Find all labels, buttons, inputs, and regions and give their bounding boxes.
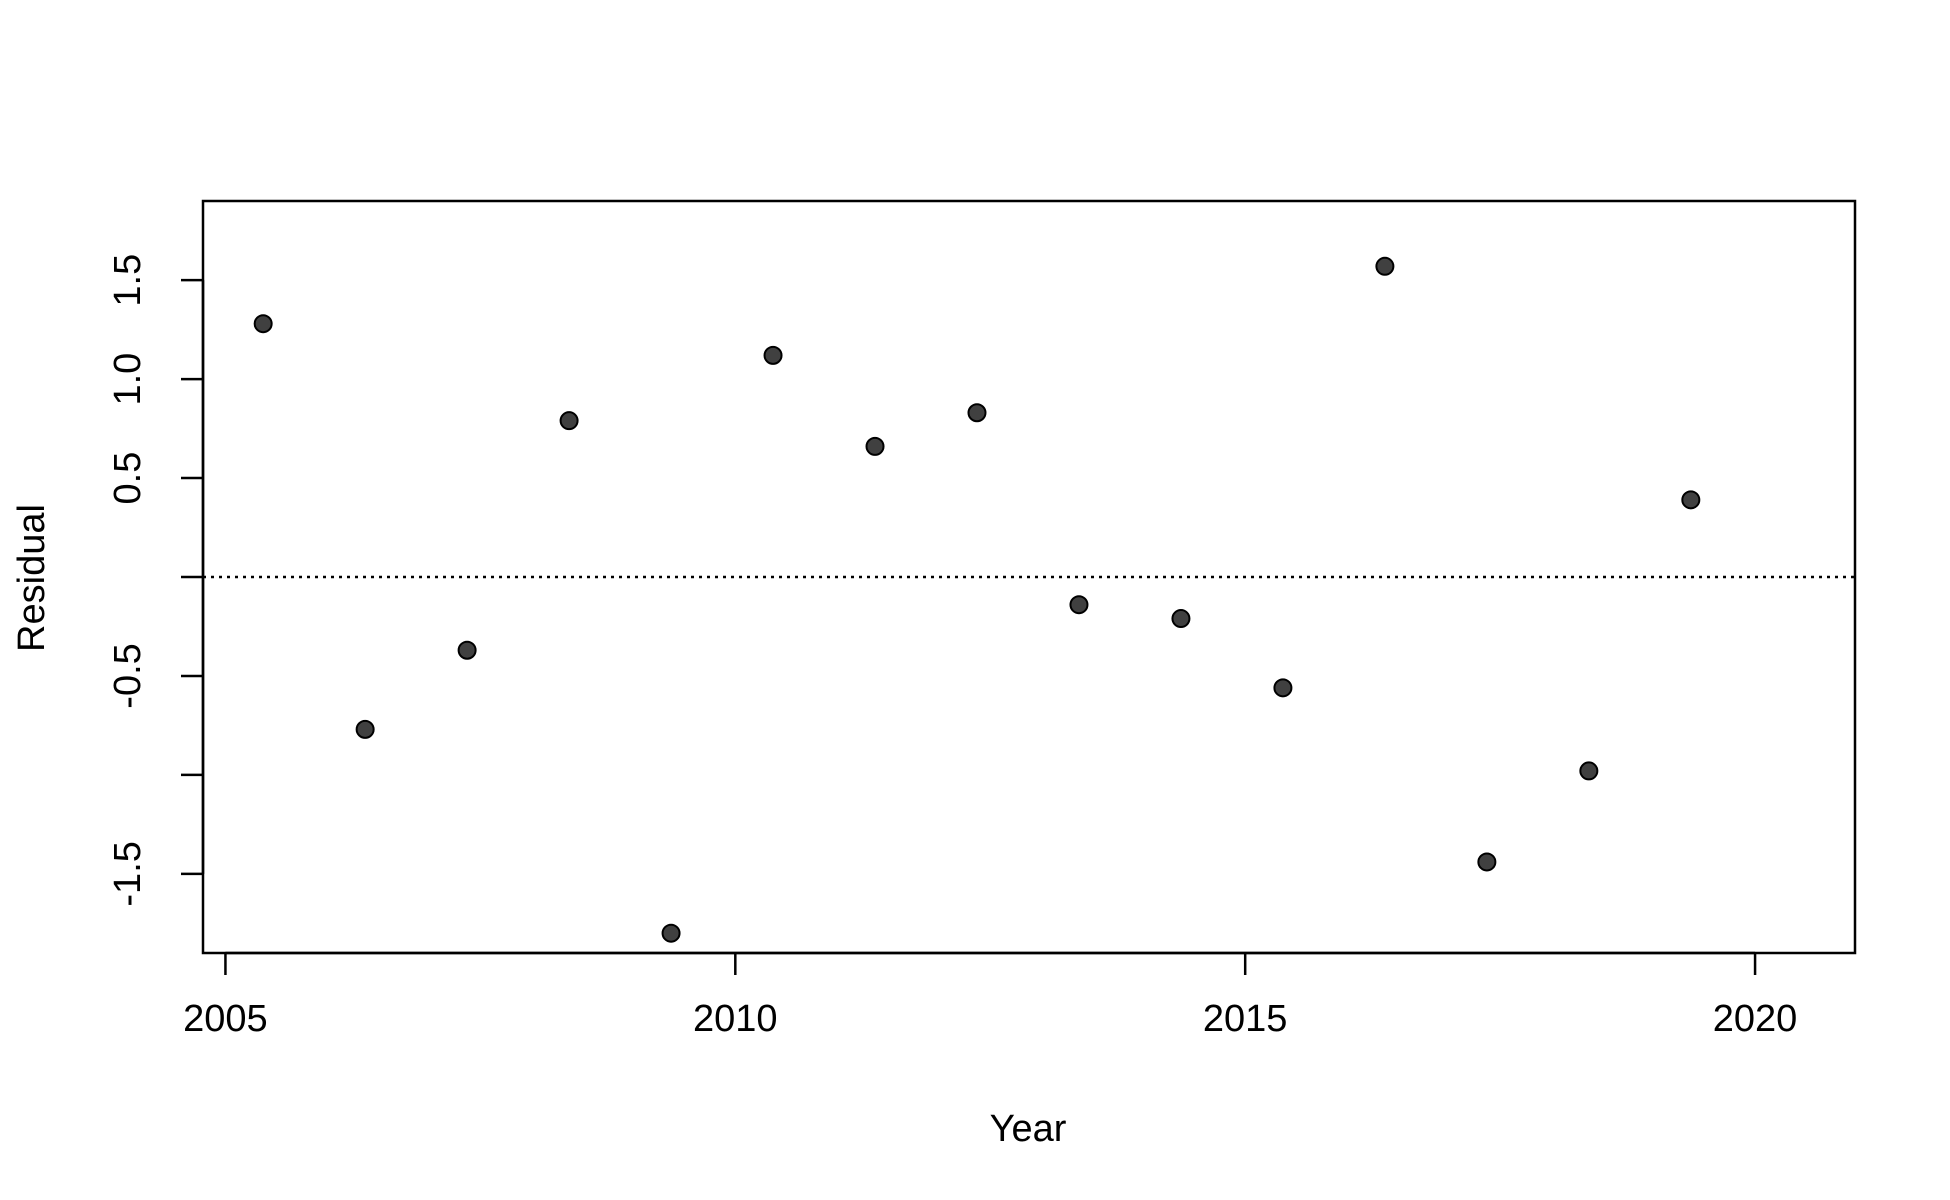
- data-point: [559, 411, 579, 431]
- data-point: [763, 345, 783, 365]
- y-axis-title: Residual: [11, 504, 53, 652]
- y-tick-label: 0.5: [107, 452, 149, 505]
- data-point: [1375, 256, 1395, 276]
- y-tick-label: -1.5: [107, 841, 149, 906]
- data-point: [865, 436, 885, 456]
- data-point: [661, 923, 681, 943]
- data-point: [355, 719, 375, 739]
- data-point: [1069, 595, 1089, 615]
- y-tick-label: -0.5: [107, 643, 149, 708]
- y-tick-label: 1.0: [107, 353, 149, 406]
- data-point: [1579, 761, 1599, 781]
- data-points: [253, 256, 1701, 943]
- data-point: [1171, 609, 1191, 629]
- data-point: [1681, 490, 1701, 510]
- data-point: [253, 314, 273, 334]
- x-tick-label: 2005: [183, 998, 268, 1040]
- y-tick-label: 1.5: [107, 254, 149, 307]
- x-tick-label: 2010: [693, 998, 778, 1040]
- data-point: [1273, 678, 1293, 698]
- x-axis: 2005 2010 2015 2020: [183, 951, 1798, 1040]
- y-axis: -1.5 -0.5 0.5 1.0 1.5: [107, 254, 205, 907]
- x-axis-title: Year: [990, 1108, 1067, 1150]
- data-point: [967, 403, 987, 423]
- x-tick-label: 2015: [1203, 998, 1288, 1040]
- data-point: [1477, 852, 1497, 872]
- x-tick-label: 2020: [1713, 998, 1798, 1040]
- data-point: [457, 640, 477, 660]
